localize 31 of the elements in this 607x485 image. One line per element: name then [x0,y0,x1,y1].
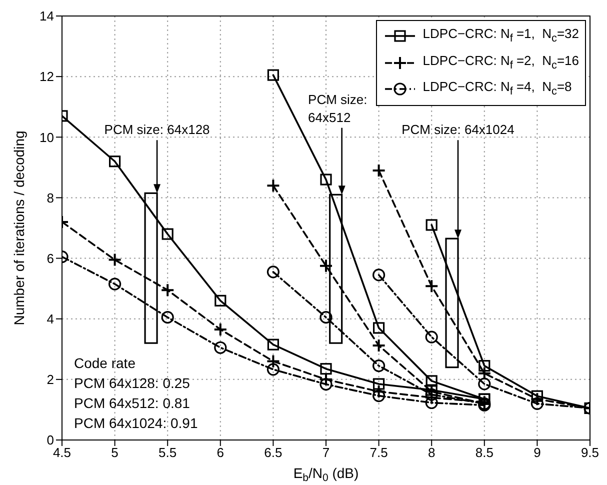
x-tick-label: 9.5 [580,445,600,460]
legend-label: LDPC−CRC: N$_{f}$ =4, N$_{c}$=8 [422,78,572,100]
annotation: PCM 64x128: 0.25 [74,375,190,391]
y-tick-label: 14 [40,8,54,24]
annotation: Code rate [74,355,136,371]
y-tick-label: 2 [46,372,54,388]
x-tick-label: 5 [111,445,118,460]
legend-label: LDPC−CRC: N$_{f}$ =1, N$_{c}$=32 [422,25,579,47]
x-tick-label: 9 [534,445,541,460]
x-axis-title: E$_{b}$/N$_{0}$ (dB) [293,465,359,484]
y-tick-label: 6 [46,250,54,266]
y-tick-label: 10 [40,130,54,145]
x-tick-label: 6 [216,445,224,460]
annotation: PCM size: 64x512 [308,92,368,125]
x-tick-label: 6.5 [264,445,282,460]
y-tick-label: 4 [46,311,54,326]
y-axis-title: Number of iterations / decoding [11,130,27,326]
annotation: PCM size: 64x1024 [402,122,514,138]
legend-label: LDPC−CRC: N$_{f}$ =2, N$_{c}$=16 [422,52,579,74]
annotation: PCM 64x512: 0.81 [74,395,190,411]
x-tick-label: 7 [322,445,330,460]
annotation: PCM 64x1024: 0.91 [74,415,198,431]
x-tick-label: 4.5 [52,445,72,460]
x-tick-label: 5.5 [158,445,177,460]
y-tick-label: 12 [40,69,54,84]
x-tick-label: 8 [428,445,436,460]
y-tick-label: 8 [46,190,54,206]
x-tick-label: 7.5 [370,445,388,460]
y-tick-label: 0 [46,432,54,448]
annotation: PCM size: 64x128 [104,122,210,138]
x-tick-label: 8.5 [475,445,494,460]
